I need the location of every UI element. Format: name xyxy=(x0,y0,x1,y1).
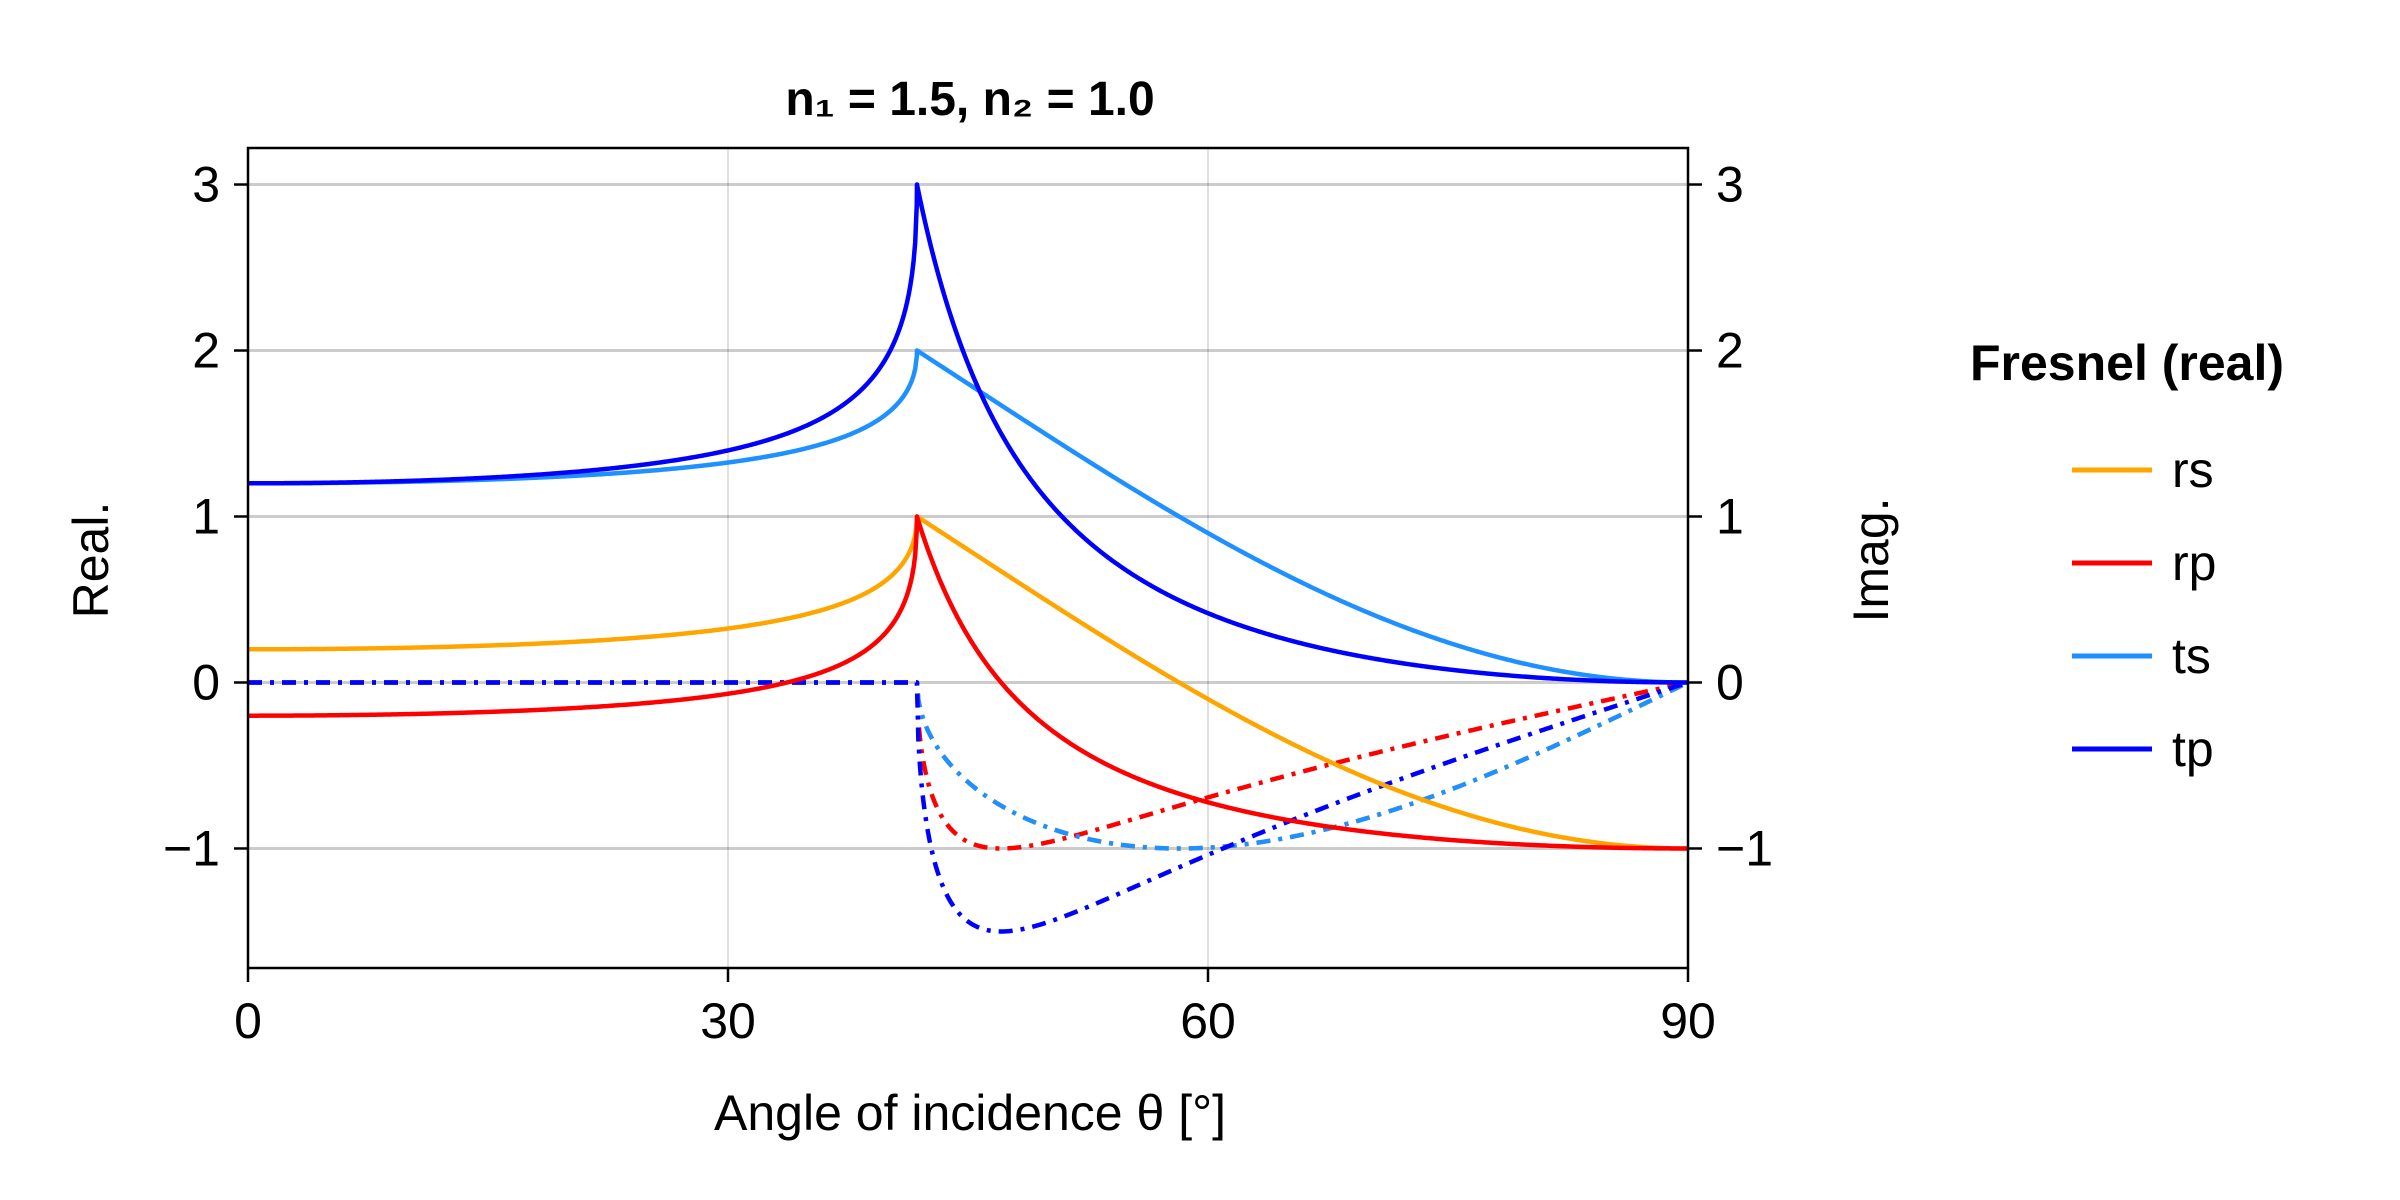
rp-imag-line xyxy=(247,680,1689,851)
axes: 0 30 60 90 −1 −1 0 0 1 1 2 2 3 3 xyxy=(163,157,1773,1049)
y-tick-label-left: −1 xyxy=(163,820,220,876)
x-tick-label: 90 xyxy=(1660,993,1716,1049)
y-tick-label-right: 2 xyxy=(1716,323,1744,379)
y-tick-label-right: 3 xyxy=(1716,157,1744,213)
y-tick-label-right: −1 xyxy=(1716,820,1773,876)
ts-imag-line xyxy=(247,680,1689,851)
tp-real-line xyxy=(247,182,1689,685)
rs-real-line xyxy=(247,514,1689,851)
y-tick-label-right: 1 xyxy=(1716,489,1744,545)
rs-imag-line xyxy=(247,680,1689,851)
x-axis-label: Angle of incidence θ [°] xyxy=(714,1085,1226,1141)
y-tick-label-left: 2 xyxy=(192,323,220,379)
y-tick-label-left: 1 xyxy=(192,489,220,545)
y-axis-label-left: Real. xyxy=(63,502,119,619)
legend-title: Fresnel (real) xyxy=(1970,335,2284,391)
y-tick-label-right: 0 xyxy=(1716,654,1744,710)
y-tick-label-left: 0 xyxy=(192,654,220,710)
legend-label-tp: tp xyxy=(2172,721,2214,777)
legend-label-rp: rp xyxy=(2172,535,2216,591)
x-tick-label: 30 xyxy=(700,993,756,1049)
y-tick-label-left: 3 xyxy=(192,157,220,213)
x-tick-label: 60 xyxy=(1180,993,1236,1049)
legend-label-rs: rs xyxy=(2172,442,2214,498)
legend-label-ts: ts xyxy=(2172,628,2211,684)
plot-frame xyxy=(246,146,1690,970)
rp-real-line xyxy=(247,514,1689,851)
grid xyxy=(247,148,1689,968)
tp-imag-line xyxy=(247,680,1689,934)
legend: rs rp ts tp xyxy=(2072,442,2216,777)
chart-title: n₁ = 1.5, n₂ = 1.0 xyxy=(785,73,1154,126)
y-axis-label-right: Imag. xyxy=(1843,497,1899,622)
series-lines xyxy=(247,182,1689,934)
x-tick-label: 0 xyxy=(234,993,262,1049)
